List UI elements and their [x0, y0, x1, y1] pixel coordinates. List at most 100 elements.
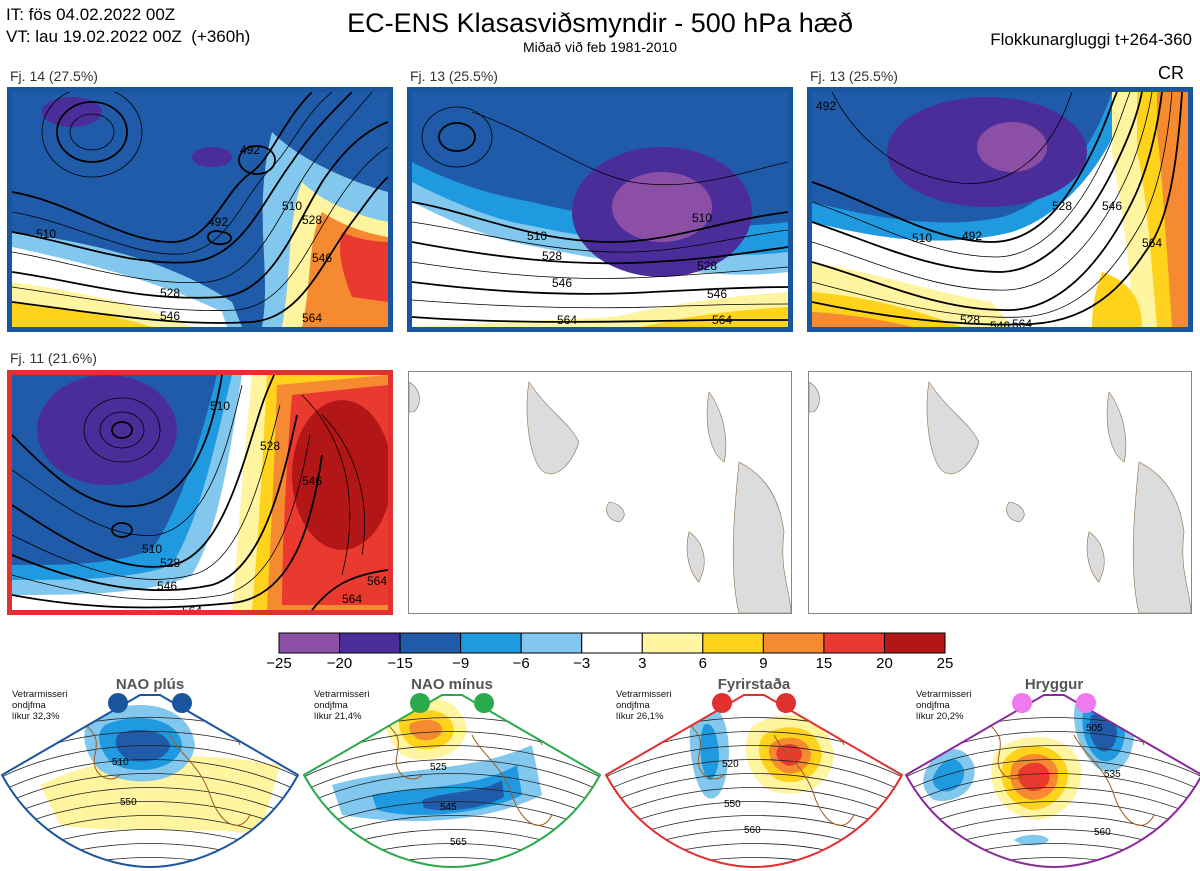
regime-title: NAO mínus — [411, 676, 493, 693]
contour-label: 528 — [160, 556, 180, 570]
contour-label: 564 — [367, 574, 387, 588]
regime-contour-label: 545 — [440, 802, 457, 813]
regime-dot — [474, 693, 494, 713]
height-contour — [606, 773, 902, 812]
cluster-map-3[interactable]: 492 492 510 528 546 528 546 564 564 — [807, 87, 1193, 332]
regime-title: Hryggur — [1024, 676, 1084, 693]
regime-contour-label: 550 — [724, 799, 741, 810]
regime-contour-label: 505 — [1086, 723, 1103, 734]
regime-contour-label: 560 — [744, 825, 761, 836]
page-title: EC-ENS Klasasviðsmyndir - 500 hPa hæð — [347, 8, 853, 38]
contour-label: 492 — [208, 215, 228, 229]
contour-label: 528 — [260, 439, 280, 453]
contour-label: 510 — [36, 227, 56, 241]
anomaly-area — [932, 759, 965, 792]
regime-note-line: líkur 21,4% — [314, 711, 362, 722]
colorbar-tick-label: −25 — [266, 655, 292, 672]
height-contour — [606, 787, 902, 826]
contour-label: 528 — [960, 313, 980, 327]
regime-dot — [776, 693, 796, 713]
height-contour — [906, 787, 1200, 826]
colorbar-tick-label: 9 — [759, 655, 768, 672]
contour-label: 546 — [552, 276, 572, 290]
cluster-map-4[interactable]: 510 528 546 510 528 546 564 564 564 — [7, 370, 393, 615]
contour-label: 546 — [1102, 199, 1122, 213]
regime-note: Vetrarmisseri ondjfma líkur 21,4% — [314, 689, 369, 722]
regime-dot — [712, 693, 732, 713]
regime-contour-label: 560 — [1094, 827, 1111, 838]
regime-map: 505 535 560 — [904, 693, 1200, 869]
height-contour — [2, 857, 298, 867]
colorbar-cell — [641, 632, 704, 654]
contour-label: 510 — [210, 399, 230, 413]
height-contour — [304, 773, 600, 812]
anomaly-area — [700, 724, 719, 780]
regime-border — [904, 694, 1200, 869]
corner-code: CR — [1158, 63, 1184, 83]
anomaly-area — [1014, 834, 1049, 846]
height-contour — [2, 773, 298, 812]
regime-title: NAO plús — [115, 676, 185, 693]
initial-time: IT: fös 04.02.2022 00Z — [6, 5, 176, 24]
height-contour — [2, 829, 298, 867]
contour-label: 546 — [302, 474, 322, 488]
colorbar-tick-label: 6 — [698, 655, 707, 672]
anomaly-area — [1018, 762, 1050, 791]
regime-contour-label: 525 — [430, 762, 447, 773]
height-contour — [906, 815, 1200, 854]
regime-panel: NAO plús Vetrarmisseri ondjfma líkur 32,3% 5… — [0, 675, 300, 871]
panel-label-3: Fj. 13 (25.5%) — [810, 68, 898, 84]
coastline — [773, 734, 855, 826]
regime-panel: Hryggur Vetrarmisseri ondjfma líkur 20,2% 50… — [904, 675, 1200, 871]
regime-note-line: ondjfma — [314, 700, 348, 711]
cluster-map-2[interactable]: 510 510 528 528 546 546 564 564 — [407, 87, 793, 332]
coastline — [169, 734, 251, 826]
coastline — [381, 714, 423, 780]
regime-contour-label: 535 — [1104, 769, 1121, 780]
coastline — [471, 734, 553, 826]
valid-time: VT: lau 19.02.2022 00Z (+360h) — [6, 27, 251, 46]
contour-label: 510 — [142, 542, 162, 556]
regime-note-line: líkur 32,3% — [12, 711, 60, 722]
contour-label: 564 — [302, 311, 322, 325]
regime-map: 510 550 — [0, 693, 300, 869]
height-contour — [2, 759, 298, 798]
classification-window: Flokkunargluggi t+264-360 — [990, 30, 1192, 49]
regime-note: Vetrarmisseri ondjfma líkur 20,2% — [916, 689, 971, 722]
colorbar-cell — [460, 632, 522, 654]
contour-label: 564 — [1142, 236, 1162, 250]
contour-label: 528 — [542, 249, 562, 263]
contour-label: 564 — [342, 592, 362, 606]
contour-label: 528 — [1052, 199, 1072, 213]
contour-label: 564 — [1012, 317, 1032, 327]
regime-note-line: Vetrarmisseri — [314, 689, 370, 700]
height-contour — [906, 773, 1200, 812]
coastline — [79, 714, 121, 780]
regime-note-line: ondjfma — [616, 700, 650, 711]
contour-label: 510 — [282, 199, 302, 213]
regime-contour-label: 550 — [120, 797, 137, 808]
contour-label: 546 — [312, 251, 332, 265]
regime-contour-label: 510 — [112, 757, 129, 768]
regime-note-line: Vetrarmisseri — [12, 689, 68, 700]
height-contour — [2, 745, 298, 784]
height-contour — [906, 759, 1200, 798]
contour-label: 564 — [557, 313, 577, 327]
regime-note-line: ondjfma — [916, 700, 950, 711]
contour-label: 510 — [692, 211, 712, 225]
regime-note-line: Vetrarmisseri — [616, 689, 672, 700]
height-contour — [906, 857, 1200, 867]
regime-dot — [1076, 693, 1096, 713]
empty-map-2 — [808, 371, 1192, 614]
height-contour — [606, 759, 902, 798]
contour-label: 546 — [160, 309, 180, 323]
colorbar-cell — [581, 632, 643, 654]
height-contour — [304, 857, 600, 867]
height-contour — [906, 829, 1200, 867]
colorbar — [278, 632, 946, 654]
colorbar-tick-label: −9 — [452, 655, 470, 672]
cluster-map-1[interactable]: 492 492 510 510 528 528 546 546 564 — [7, 87, 393, 332]
regime-border — [302, 694, 602, 869]
colorbar-cell — [278, 632, 341, 654]
colorbar-tick-label: −20 — [326, 655, 353, 672]
